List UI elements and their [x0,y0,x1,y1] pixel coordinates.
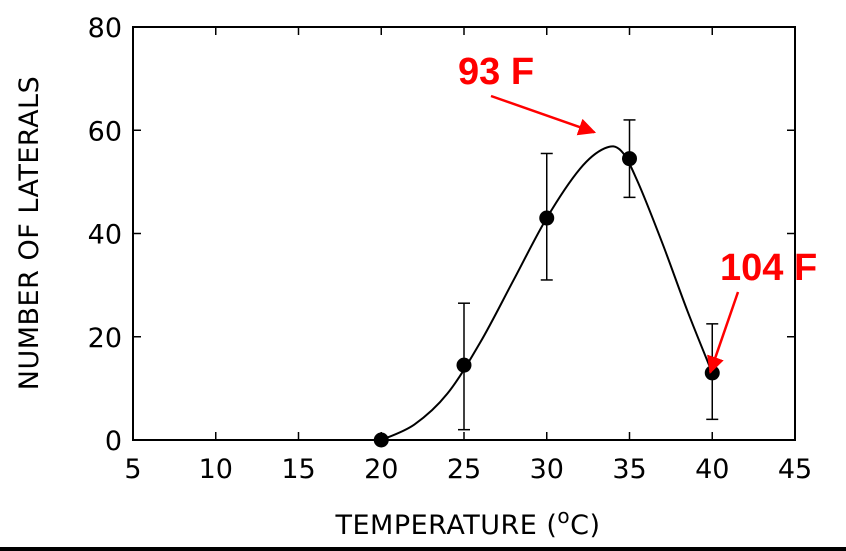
x-tick-label: 5 [124,454,141,485]
bottom-border [0,547,846,551]
data-point [539,210,555,226]
annotation-arrow [707,291,740,374]
x-tick-label: 25 [447,454,481,485]
degree-sign: o [557,504,570,528]
x-tick-label: 35 [612,454,646,485]
fit-curve [380,145,714,441]
y-tick-label: 0 [105,426,122,457]
y-tick-label: 40 [88,220,122,251]
x-tick-label: 30 [530,454,564,485]
x-tick-label: 10 [199,454,233,485]
annotations-layer: 93 F 104 F [458,51,817,374]
x-tick-label: 40 [695,454,729,485]
data-point [373,432,389,448]
annotation-label: 104 F [720,247,817,289]
x-tick-label: 45 [778,454,812,485]
data-point [622,151,637,167]
annotation-arrow [490,94,597,136]
x-axis-label: TEMPERATURE (oC) [334,504,600,541]
data-points-layer [373,119,720,448]
annotation-label: 93 F [458,51,534,93]
y-tick-label: 80 [88,13,122,44]
data-point [456,357,472,373]
fit-curve-layer [380,145,714,441]
y-axis-label: NUMBER OF LATERALS [14,76,45,390]
x-tick-label: 20 [364,454,398,485]
x-tick-label: 15 [281,454,315,485]
y-tick-label: 20 [88,323,122,354]
y-tick-label: 60 [88,116,122,147]
axis-ticks: 5 10 15 20 25 30 35 40 45 0 20 40 60 80 [88,13,813,485]
